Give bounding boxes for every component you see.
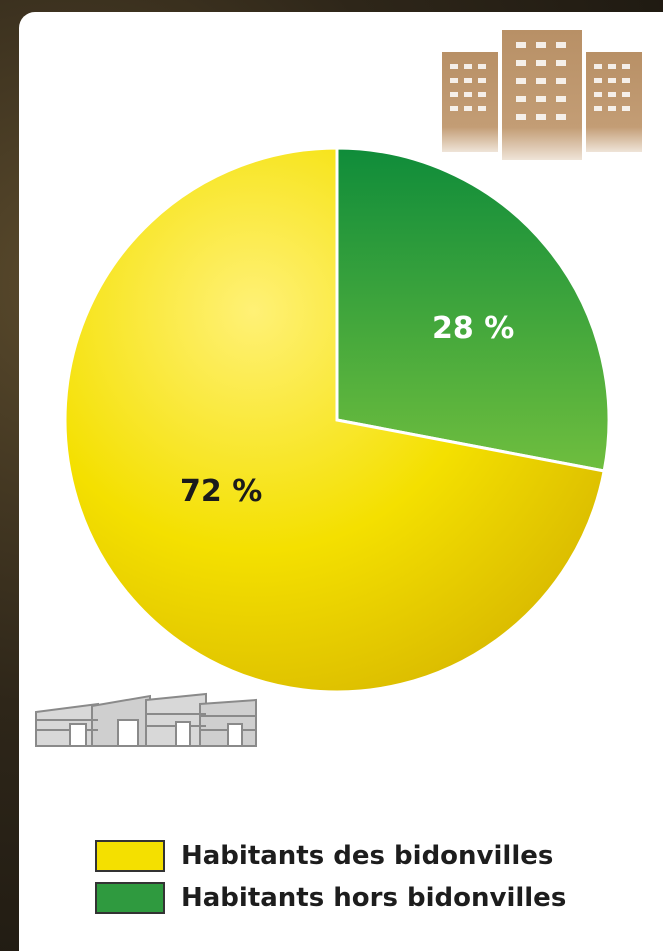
slice-label-hors-bidonvilles: 28 % [432, 311, 515, 346]
legend-swatch-yellow [95, 840, 165, 872]
slum-shacks-icon [35, 692, 257, 747]
legend-item-bidonvilles: Habitants des bidonvilles [95, 838, 566, 874]
legend-label-bidonvilles: Habitants des bidonvilles [181, 841, 554, 871]
pie-slice-hors-bidonvilles [335, 146, 611, 473]
legend-label-hors-bidonvilles: Habitants hors bidonvilles [181, 883, 567, 913]
legend-swatch-green [95, 882, 165, 914]
legend: Habitants des bidonvilles Habitants hors… [95, 838, 566, 922]
legend-item-hors-bidonvilles: Habitants hors bidonvilles [95, 880, 566, 916]
slice-label-bidonvilles: 72 % [180, 474, 263, 509]
pie-slice-bidonvilles [63, 146, 606, 694]
pie-group [63, 146, 611, 694]
city-buildings-icon [442, 30, 642, 160]
